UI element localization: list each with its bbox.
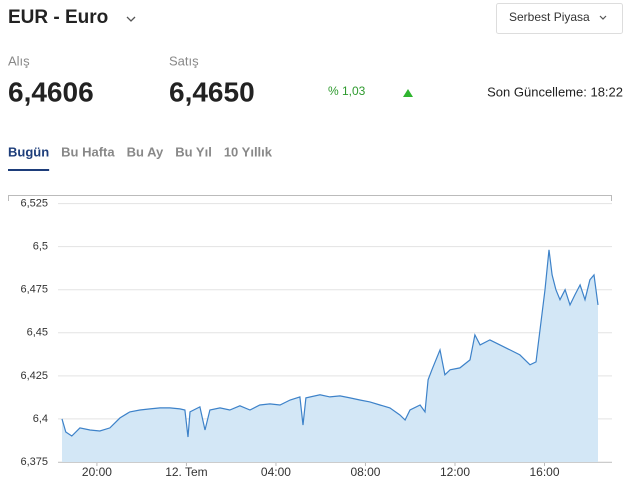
chart: 6,375 6,4 6,425 6,45 6,475 6,5 6,525 20:00 12. T… <box>8 195 612 479</box>
y-tick-label: 6,475 <box>20 284 48 296</box>
currency-title: EUR - Euro <box>8 7 108 28</box>
sell-label: Satış <box>169 53 199 68</box>
x-tick-label: 20:00 <box>82 465 112 479</box>
tabs: Bugün Bu Hafta Bu Ay Bu Yıl 10 Yıllık <box>8 144 273 171</box>
y-tick-label: 6,45 <box>27 327 48 339</box>
buy-label: Alış <box>8 53 30 68</box>
x-tick-label: 04:00 <box>261 465 291 479</box>
market-dropdown[interactable] <box>496 3 623 34</box>
x-tick-label: 08:00 <box>350 465 380 479</box>
dropdown-chevron <box>599 15 607 20</box>
tab[interactable]: Bu Yıl <box>175 144 212 159</box>
y-tick-label: 6,4 <box>33 413 48 425</box>
price-line <box>61 249 599 438</box>
updated: Son Güncelleme: 18:22 <box>487 84 623 99</box>
tab[interactable]: 10 Yıllık <box>224 144 273 159</box>
tab-underline <box>8 169 50 171</box>
x-tick-label: 12:00 <box>440 465 470 479</box>
area-fill <box>62 249 598 462</box>
y-tick-label: 6,525 <box>20 198 48 210</box>
tab[interactable]: Bu Ay <box>127 144 164 159</box>
x-tick-label: 12. Tem <box>165 465 207 479</box>
sell-value: 6,4650 <box>169 76 255 107</box>
tab[interactable]: Bugün <box>8 144 49 159</box>
y-tick-label: 6,5 <box>33 241 48 253</box>
buy-value: 6,4606 <box>8 76 94 107</box>
up-arrow <box>403 89 413 97</box>
y-tick-label: 6,425 <box>20 370 48 382</box>
change: % 1,03 <box>328 84 366 98</box>
title-chevron[interactable] <box>126 16 136 22</box>
x-tick-label: 16:00 <box>529 465 559 479</box>
y-tick-label: 6,375 <box>20 456 48 468</box>
tab[interactable]: Bu Hafta <box>61 144 115 159</box>
market-label: Serbest Piyasa <box>509 10 590 24</box>
